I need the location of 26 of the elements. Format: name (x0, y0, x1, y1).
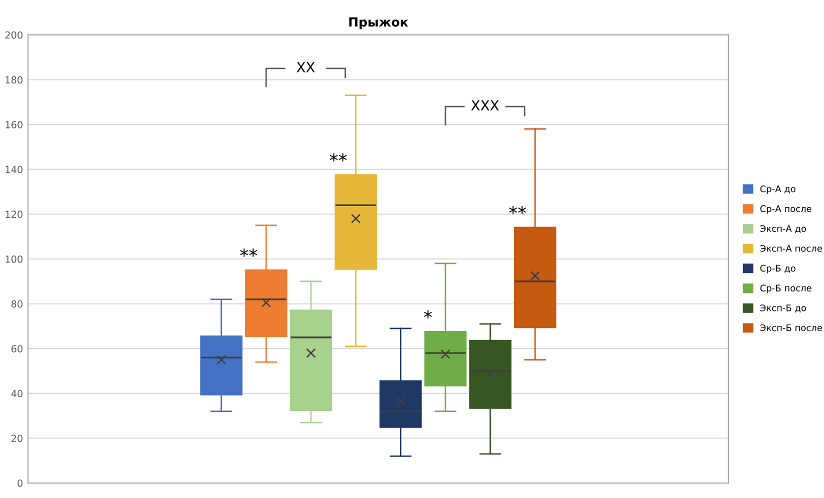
y-tick-label: 100 (6, 255, 23, 263)
legend-label: Эксп-А после (760, 244, 822, 252)
y-tick-label: 80 (11, 300, 23, 308)
y-tick-label: 40 (11, 390, 23, 398)
y-tick-label: 20 (11, 434, 23, 442)
y-tick-label: 200 (5, 31, 23, 39)
annotation: * (424, 310, 432, 318)
legend-label: Ср-А до (760, 185, 796, 194)
legend-label: Ср-Б после (760, 284, 812, 294)
legend-label: Эксп-Б после (760, 324, 822, 332)
y-tick-label: 60 (11, 345, 23, 352)
legend-label: Ср-А после (760, 205, 812, 214)
y-tick-label: 120 (6, 210, 23, 218)
y-tick-label: 180 (6, 76, 23, 84)
annotation: ** (240, 248, 258, 257)
legend-label: Эксп-Б до (760, 304, 806, 312)
chart-title: Прыжок (349, 17, 408, 30)
y-tick-label: 160 (6, 120, 23, 128)
annotation: ** (330, 153, 347, 162)
y-tick-label: 140 (6, 166, 23, 174)
annotation: XX (296, 62, 315, 72)
annotation: XXX (471, 100, 499, 110)
legend-label: Эксп-А до (760, 225, 806, 234)
legend-label: Ср-Б до (760, 264, 796, 274)
y-tick-label: 0 (18, 480, 23, 487)
annotation: ** (509, 206, 526, 214)
